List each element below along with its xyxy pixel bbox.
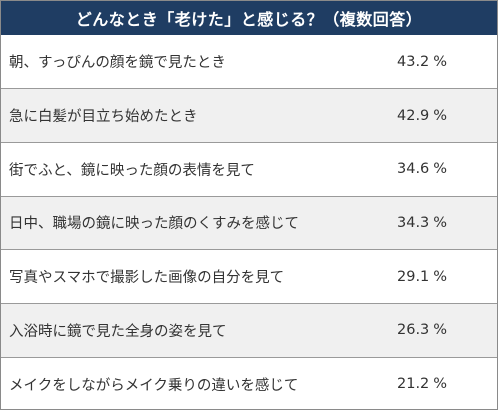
row-value-cell: 42.9% — [397, 88, 497, 143]
row-value: 34.6 — [397, 161, 430, 178]
row-label: 街でふと、鏡に映った顔の表情を見て — [1, 141, 397, 197]
row-label: 日中、職場の鏡に映った顔のくすみを感じて — [1, 195, 397, 250]
row-unit: % — [433, 214, 448, 231]
row-unit: % — [433, 268, 448, 285]
row-value-cell: 26.3% — [397, 302, 497, 358]
table-row: 朝、すっぴんの顔を鏡で見たとき 43.2% — [1, 35, 497, 89]
row-label: 急に白髪が目立ち始めたとき — [1, 88, 397, 143]
row-value-cell: 34.6% — [397, 141, 497, 197]
row-unit: % — [433, 107, 448, 124]
table-body: 朝、すっぴんの顔を鏡で見たとき 43.2% 急に白髪が目立ち始めたとき 42.9% 街で… — [1, 35, 497, 411]
row-label: 入浴時に鏡で見た全身の姿を見て — [1, 302, 397, 358]
table-row: 写真やスマホで撮影した画像の自分を見て 29.1% — [1, 249, 497, 304]
row-label: 写真やスマホで撮影した画像の自分を見て — [1, 249, 397, 304]
table-row: メイクをしながらメイク乗りの違いを感じて 21.2% — [1, 356, 497, 411]
row-value: 29.1 — [397, 268, 430, 285]
row-value-cell: 21.2% — [397, 356, 497, 411]
row-value-cell: 34.3% — [397, 195, 497, 250]
table-row: 入浴時に鏡で見た全身の姿を見て 26.3% — [1, 302, 497, 358]
row-value-cell: 43.2% — [397, 35, 497, 89]
row-value: 34.3 — [397, 214, 430, 231]
row-label: 朝、すっぴんの顔を鏡で見たとき — [9, 55, 226, 72]
row-value: 21.2 — [397, 376, 430, 393]
row-value-cell: 29.1% — [397, 249, 497, 304]
row-unit: % — [433, 53, 448, 70]
table-row: 日中、職場の鏡に映った顔のくすみを感じて 34.3% — [1, 195, 497, 250]
row-value: 43.2 — [397, 53, 430, 70]
row-unit: % — [433, 376, 448, 393]
survey-results-table: 朝、すっぴんの顔を鏡で見たとき 43.2% 急に白髪が目立ち始めたとき 42.9% 街で… — [1, 35, 497, 411]
row-unit: % — [433, 322, 448, 339]
row-value: 26.3 — [397, 322, 430, 339]
table-row: 急に白髪が目立ち始めたとき 42.9% — [1, 88, 497, 143]
table-row: 街でふと、鏡に映った顔の表情を見て 34.6% — [1, 141, 497, 197]
row-value: 42.9 — [397, 107, 430, 124]
row-label: メイクをしながらメイク乗りの違いを感じて — [1, 356, 397, 411]
table-title: どんなとき「老けた」と感じる？（複数回答） — [1, 1, 497, 35]
row-unit: % — [433, 161, 448, 178]
